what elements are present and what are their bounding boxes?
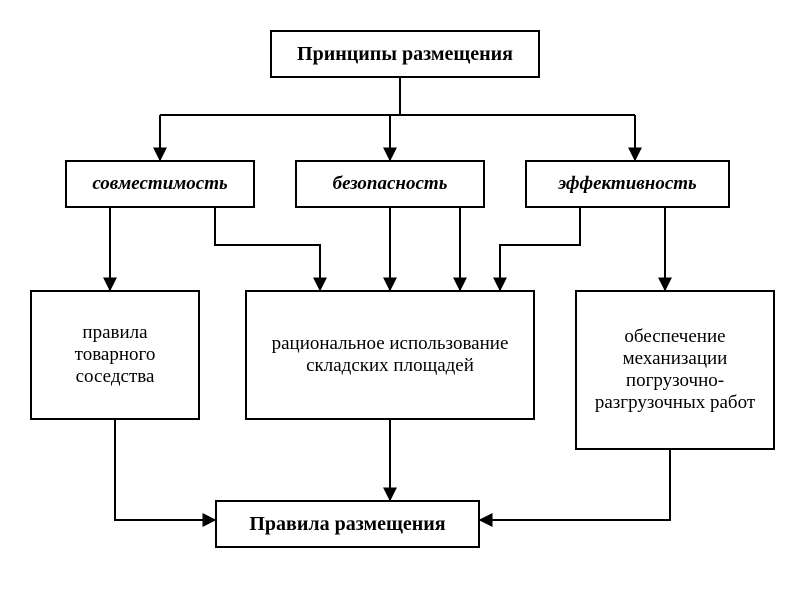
node-neighborhood-rules-label: правила товарного соседства <box>42 322 188 388</box>
node-efficiency: эффективность <box>525 160 730 208</box>
node-rational-use-label: рациональное использование складских пло… <box>257 333 523 377</box>
node-safety: безопасность <box>295 160 485 208</box>
node-mechanization-label: обеспечение механизации погрузочно-разгр… <box>587 326 763 414</box>
node-placement-rules-label: Правила размещения <box>249 513 445 536</box>
node-placement-rules: Правила размещения <box>215 500 480 548</box>
node-mechanization: обеспечение механизации погрузочно-разгр… <box>575 290 775 450</box>
node-compatibility-label: совместимость <box>92 173 227 195</box>
node-root: Принципы размещения <box>270 30 540 78</box>
node-safety-label: безопасность <box>333 173 448 195</box>
node-compatibility: совместимость <box>65 160 255 208</box>
node-rational-use: рациональное использование складских пло… <box>245 290 535 420</box>
node-neighborhood-rules: правила товарного соседства <box>30 290 200 420</box>
node-root-label: Принципы размещения <box>297 43 513 66</box>
node-efficiency-label: эффективность <box>558 173 696 195</box>
